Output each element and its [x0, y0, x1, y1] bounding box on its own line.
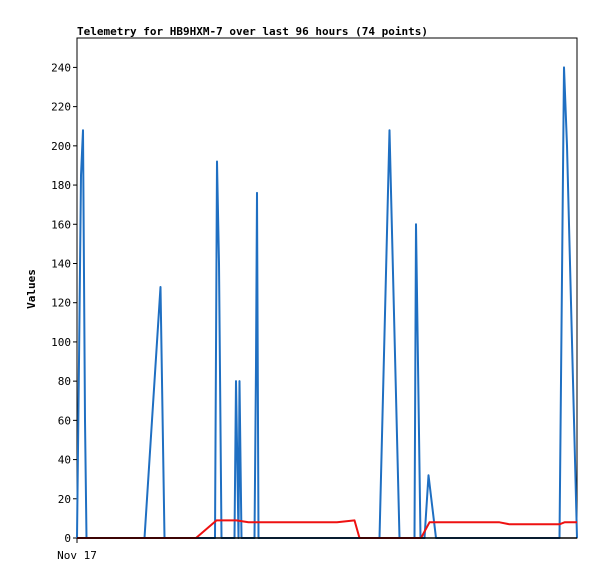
- chart-title: Telemetry for HB9HXM-7 over last 96 hour…: [77, 25, 428, 38]
- y-tick-label: 60: [58, 414, 71, 427]
- plot-frame: [76, 37, 578, 539]
- y-tick-label: 100: [51, 336, 71, 349]
- x-axis: Nov 17: [57, 538, 97, 562]
- y-tick-label: 120: [51, 297, 71, 310]
- series-layer: [76, 66, 578, 539]
- y-tick-label: 140: [51, 257, 71, 270]
- y-tick-label: 20: [58, 493, 71, 506]
- y-tick-label: 80: [58, 375, 71, 388]
- y-tick-label: 200: [51, 140, 71, 153]
- y-tick-label: 180: [51, 179, 71, 192]
- x-tick-label: Nov 17: [57, 549, 97, 562]
- y-tick-label: 160: [51, 218, 71, 231]
- y-tick-label: 220: [51, 101, 71, 114]
- y-tick-label: 0: [64, 532, 71, 545]
- y-axis: 0 20 40 60 80 100 120 140 160 180 200 220 240: [51, 61, 77, 545]
- y-tick-label: 40: [58, 454, 71, 467]
- y-tick-label: 240: [51, 61, 71, 74]
- y-axis-label: Values: [25, 269, 38, 309]
